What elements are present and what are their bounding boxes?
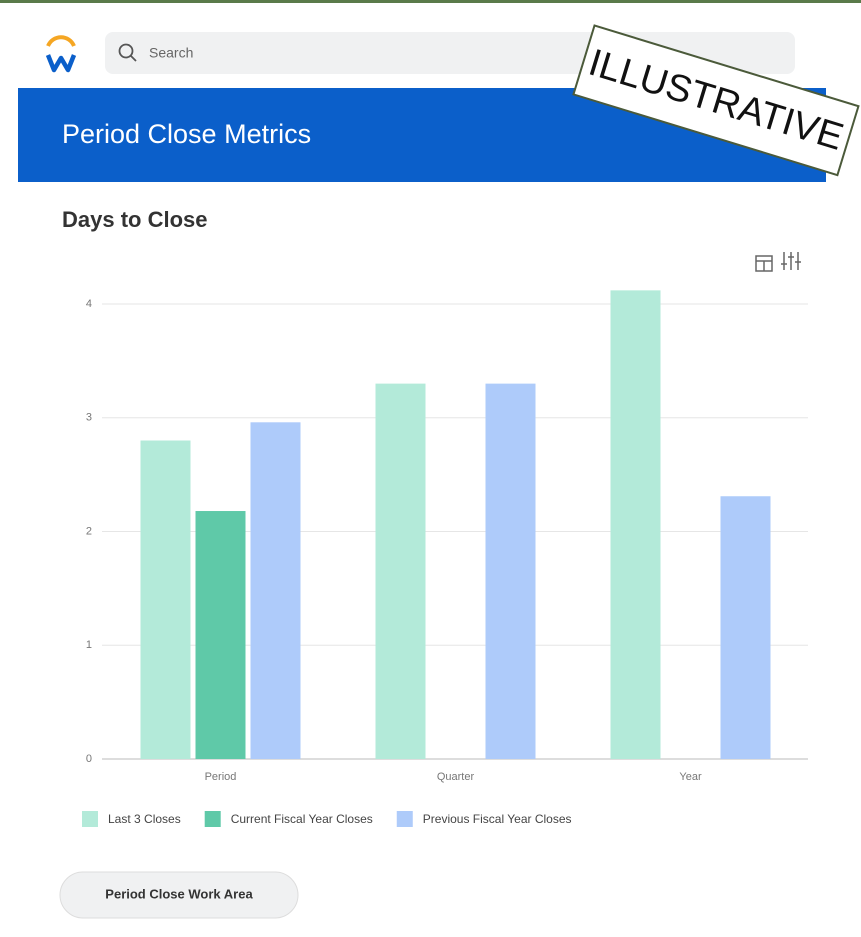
y-tick-label: 0	[86, 753, 92, 765]
table-icon[interactable]	[755, 255, 773, 272]
stamp-box	[572, 24, 860, 177]
y-tick-label: 4	[86, 298, 92, 310]
y-tick-label: 3	[86, 412, 92, 424]
search-icon	[118, 43, 134, 59]
y-tick-label: 2	[86, 525, 92, 537]
bar	[720, 496, 771, 759]
chart-title: Days to Close	[62, 207, 208, 232]
work-area-button[interactable]	[59, 871, 299, 919]
search-icon	[130, 55, 137, 62]
search-placeholder: Search	[149, 45, 193, 61]
bar	[195, 511, 246, 759]
top-border	[0, 0, 861, 3]
legend-swatch	[396, 811, 413, 827]
legend: Last 3 Closes Current Fiscal Year Closes P…	[82, 811, 572, 827]
legend-label: Current Fiscal Year Closes	[231, 812, 373, 826]
legend-swatch	[204, 811, 221, 827]
legend-swatch	[82, 811, 98, 827]
y-tick-label: 1	[86, 639, 92, 651]
bar	[250, 422, 301, 759]
x-tick-label: Quarter	[437, 771, 475, 783]
plot: 0 1 2 3 4 Period Quarter Year	[86, 290, 808, 783]
legend-label: Previous Fiscal Year Closes	[423, 812, 572, 826]
x-tick-label: Period	[205, 771, 237, 783]
bar	[610, 290, 661, 759]
filter-icon[interactable]	[781, 252, 801, 270]
button-label: Period Close Work Area	[105, 886, 253, 901]
legend-label: Last 3 Closes	[108, 812, 181, 826]
bar	[375, 383, 426, 759]
page-title: Period Close Metrics	[62, 119, 311, 149]
logo[interactable]	[45, 35, 77, 73]
bar	[140, 440, 191, 759]
x-tick-label: Year	[679, 771, 702, 783]
bar	[485, 383, 536, 759]
